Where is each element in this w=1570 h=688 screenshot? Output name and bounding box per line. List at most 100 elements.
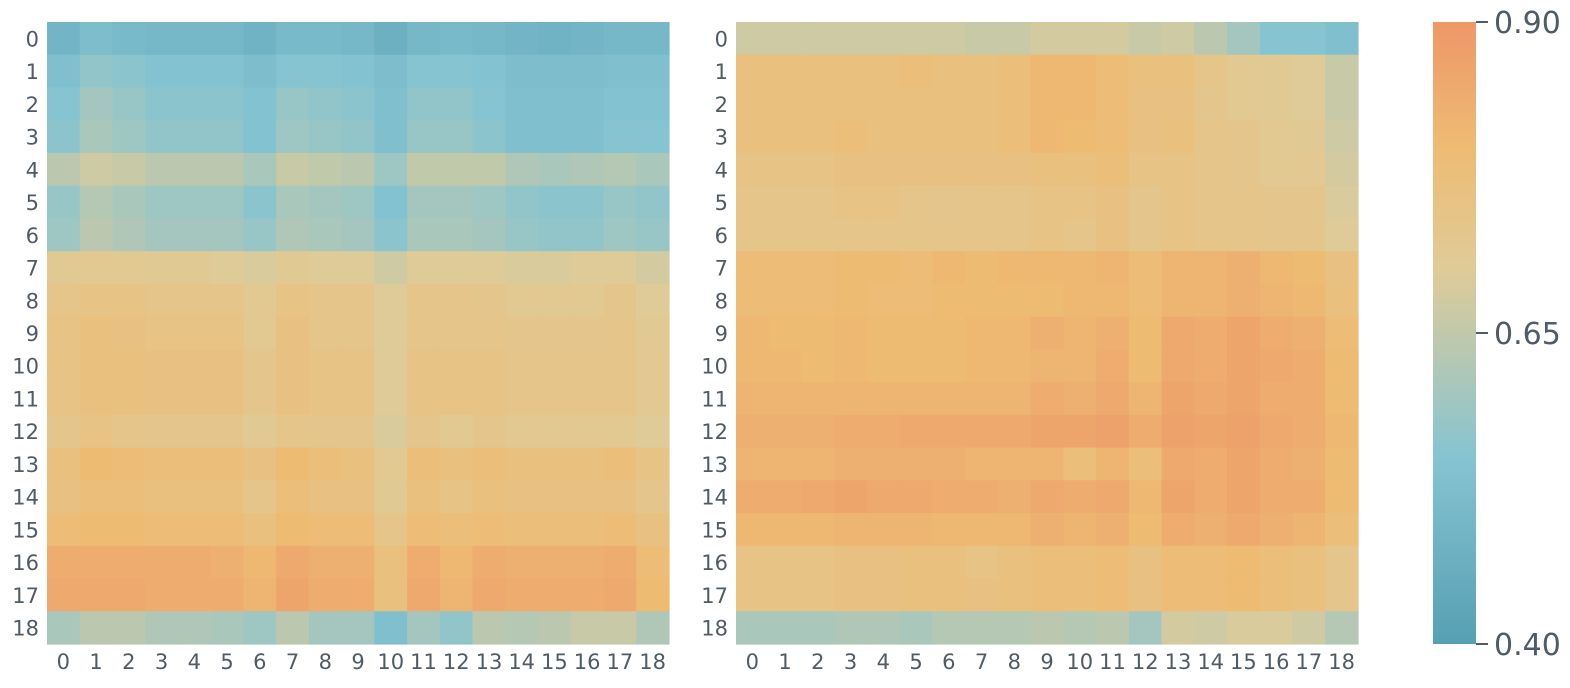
heatmap-cell [145, 513, 179, 547]
heatmap-cell [899, 120, 934, 154]
heatmap-cell [1161, 185, 1195, 220]
x-tick-label: 0 [57, 650, 70, 674]
heatmap-cell [570, 578, 605, 612]
y-tick-label: 12 [12, 420, 39, 444]
heatmap-cell [1161, 152, 1195, 187]
heatmap-cell [341, 185, 375, 220]
heatmap-cell [768, 545, 803, 580]
heatmap-cell [276, 316, 310, 350]
heatmap-cell [374, 414, 408, 449]
heatmap-cell [112, 349, 146, 383]
x-tick-label: 3 [844, 650, 857, 674]
heatmap-cell [932, 251, 966, 285]
heatmap-cell [1128, 152, 1163, 187]
colorbar-gradient [1433, 22, 1476, 644]
heatmap-cell [1128, 22, 1163, 56]
heatmap-cell [407, 414, 441, 449]
y-tick-label: 16 [12, 551, 39, 575]
heatmap-cell [736, 218, 770, 252]
heatmap-cell [177, 87, 212, 121]
heatmap-cell [1325, 316, 1359, 350]
heatmap-cell [997, 316, 1032, 350]
heatmap-cell [736, 513, 770, 547]
heatmap-cell [276, 578, 310, 612]
heatmap-cell [505, 349, 539, 383]
heatmap-cell [341, 283, 375, 318]
heatmap-cell [341, 513, 375, 547]
heatmap-cell [570, 185, 605, 220]
heatmap-cell [1194, 382, 1228, 416]
heatmap-cell [374, 447, 408, 481]
heatmap-cell [1063, 152, 1097, 187]
heatmap-cell [47, 218, 81, 252]
heatmap-cell [538, 54, 572, 89]
heatmap-cell [177, 251, 212, 285]
heatmap-cell [1227, 120, 1261, 154]
heatmap-cell [276, 545, 310, 580]
heatmap-cell [1096, 349, 1130, 383]
heatmap-cell [1227, 414, 1261, 449]
x-tick-label: 2 [811, 650, 824, 674]
heatmap-cell [1030, 513, 1064, 547]
heatmap-cell [472, 283, 506, 318]
heatmap-cell [47, 578, 81, 612]
heatmap-cell [79, 218, 114, 252]
heatmap-cell [834, 22, 868, 56]
heatmap-cell [1325, 283, 1359, 318]
heatmap-cell [834, 382, 868, 416]
heatmap-cell [834, 87, 868, 121]
heatmap-cell [112, 218, 146, 252]
heatmap-cell [439, 54, 474, 89]
heatmap-cell [801, 513, 835, 547]
heatmap-cell [1194, 611, 1228, 645]
heatmap-cell [505, 611, 539, 645]
heatmap-cell [79, 87, 114, 121]
heatmap-cell [1194, 54, 1228, 89]
heatmap-cell [407, 545, 441, 580]
heatmap-cell [1096, 87, 1130, 121]
heatmap-cell [1063, 218, 1097, 252]
heatmap-cell [1128, 185, 1163, 220]
heatmap-cell [308, 185, 343, 220]
heatmap-cell [801, 152, 835, 187]
heatmap-cell [1161, 480, 1195, 514]
heatmap-cell [1161, 218, 1195, 252]
heatmap-cell [834, 545, 868, 580]
heatmap-cell [1292, 283, 1326, 318]
heatmap-cell [1128, 251, 1163, 285]
heatmap-cell [965, 283, 999, 318]
heatmap-cell [243, 578, 277, 612]
heatmap-cell [768, 283, 803, 318]
heatmap-cell [112, 447, 146, 481]
y-tick-label: 9 [26, 322, 39, 346]
heatmap-cell [1259, 578, 1294, 612]
heatmap-cell [210, 316, 245, 350]
heatmap-cell [899, 480, 934, 514]
heatmap-cell [341, 22, 375, 56]
heatmap-cell [636, 54, 670, 89]
heatmap-cell [1161, 578, 1195, 612]
heatmap-cell [505, 382, 539, 416]
heatmap-cell [243, 545, 277, 580]
heatmap-cell [965, 349, 999, 383]
y-tick-label: 16 [701, 551, 728, 575]
x-tick-label: 15 [1230, 650, 1257, 674]
heatmap-cell [1259, 513, 1294, 547]
heatmap-cell [1292, 513, 1326, 547]
heatmap-cell [79, 54, 114, 89]
heatmap-cell [1194, 283, 1228, 318]
heatmap-cell [407, 513, 441, 547]
heatmap-cell [636, 316, 670, 350]
heatmap-cell [472, 22, 506, 56]
heatmap-cell [1194, 578, 1228, 612]
x-tick-label: 8 [1008, 650, 1021, 674]
heatmap-cell [801, 447, 835, 481]
heatmap-cell [1259, 185, 1294, 220]
heatmap-cell [341, 152, 375, 187]
heatmap-cell [1030, 316, 1064, 350]
heatmap-cell [570, 152, 605, 187]
heatmap-cell [866, 316, 901, 350]
heatmap-cell [112, 578, 146, 612]
heatmap-cell [374, 578, 408, 612]
heatmap-cell [210, 513, 245, 547]
